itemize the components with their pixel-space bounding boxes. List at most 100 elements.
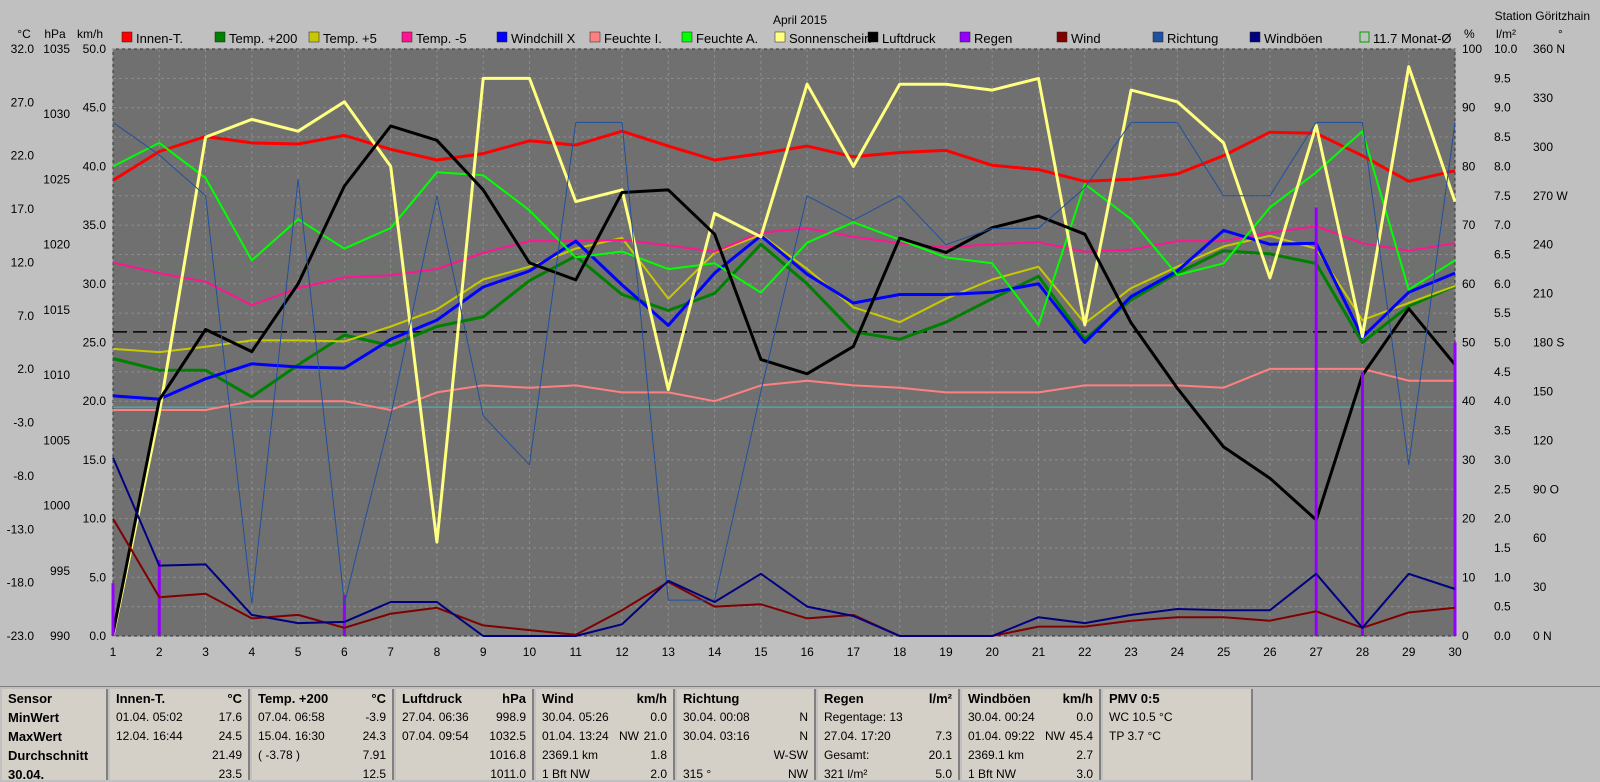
temp-tick-label: -13.0 bbox=[7, 522, 35, 536]
panel-title: Richtung bbox=[683, 691, 740, 706]
row-time: 30.04. 00:24 bbox=[968, 710, 1035, 724]
temp-tick-label: -23.0 bbox=[7, 629, 35, 643]
row-value: 1032.5 bbox=[489, 729, 526, 743]
row-value: 5.0 bbox=[935, 767, 952, 780]
panel-header: Regen l/m² bbox=[824, 689, 952, 708]
wind-tick-label: 50.0 bbox=[83, 42, 107, 56]
humidity-tick-label: 100 bbox=[1462, 42, 1482, 56]
wind-tick-label: 0.0 bbox=[89, 629, 106, 643]
row-time: 2369.1 km bbox=[542, 748, 599, 762]
pressure-tick-label: 1030 bbox=[43, 107, 70, 121]
direction-tick-label: 0 N bbox=[1533, 629, 1552, 643]
panel-header: Innen-T. °C bbox=[116, 689, 242, 708]
row-time: Gesamt: bbox=[824, 748, 870, 762]
panel-row: WC 10.5 °C bbox=[1109, 708, 1245, 727]
rain-tick-label: 2.0 bbox=[1494, 512, 1511, 526]
rain-tick-label: 0.5 bbox=[1494, 600, 1511, 614]
panel-boeen: Windböen km/h 30.04. 00:24 0.0 01.04. 09:22 N… bbox=[962, 689, 1101, 780]
x-tick-label: 16 bbox=[800, 645, 814, 659]
row-label-max: MaxWert bbox=[8, 729, 62, 744]
legend-swatch bbox=[867, 31, 879, 43]
weather-chart: 32.0 27.0 22.0 17.0 12.0 7.0 2.0 -3.0 -8.0 -13.0-… bbox=[6, 9, 1590, 659]
wind-tick-label: 30.0 bbox=[83, 277, 107, 291]
panel-row bbox=[1109, 746, 1245, 765]
row-time: 01.04. 05:02 bbox=[116, 710, 183, 724]
row-time: 30.04. 00:08 bbox=[683, 710, 750, 724]
x-tick-label: 1 bbox=[110, 645, 117, 659]
series-windchill-x bbox=[112, 228, 1456, 401]
series-luftdruck bbox=[111, 124, 1457, 634]
panel-row: 23.5 bbox=[116, 765, 242, 780]
panel-header: PMV 0:5 bbox=[1109, 689, 1245, 708]
x-tick-label: 30 bbox=[1448, 645, 1462, 659]
legend-label: Windböen bbox=[1264, 31, 1323, 46]
rain-tick-label: 7.0 bbox=[1494, 218, 1511, 232]
x-tick-label: 27 bbox=[1309, 645, 1323, 659]
rain-tick-label: 3.0 bbox=[1494, 453, 1511, 467]
statistics-bar: Sensor MinWert MaxWert Durchschnitt 30.0… bbox=[0, 686, 1600, 782]
panel-row: 30.04. 00:08 N bbox=[683, 708, 808, 727]
x-tick-label: 22 bbox=[1078, 645, 1092, 659]
rain-tick-label: 6.5 bbox=[1494, 247, 1511, 261]
direction-tick-label: 150 bbox=[1533, 384, 1553, 398]
legend-label: Innen-T. bbox=[136, 31, 183, 46]
legend-swatch bbox=[401, 31, 413, 43]
series-line bbox=[111, 124, 1457, 634]
rain-tick-label: 1.5 bbox=[1494, 541, 1511, 555]
series-line bbox=[112, 121, 1456, 604]
x-tick-label: 10 bbox=[523, 645, 537, 659]
series-line bbox=[112, 228, 1456, 401]
humidity-tick-label: 10 bbox=[1462, 570, 1476, 584]
row-value: 7.91 bbox=[362, 748, 386, 762]
x-tick-label: 25 bbox=[1217, 645, 1231, 659]
row-time: 315 ° bbox=[683, 767, 712, 780]
series-richtung bbox=[112, 121, 1456, 604]
series-sonnenschein bbox=[111, 65, 1457, 637]
row-time: 12.04. 16:44 bbox=[116, 729, 183, 743]
panel-row: 27.04. 17:20 7.3 bbox=[824, 727, 952, 746]
panel-title: Wind bbox=[542, 691, 574, 706]
series-innen-t- bbox=[112, 129, 1456, 183]
rain-tick-label: 7.5 bbox=[1494, 189, 1511, 203]
panel-row: 2369.1 km 2.7 bbox=[968, 746, 1093, 765]
panel-druck: Luftdruck hPa 27.04. 06:36 998.9 07.04. 09:5… bbox=[396, 689, 534, 780]
x-tick-label: 6 bbox=[341, 645, 348, 659]
legend-swatch bbox=[774, 31, 786, 43]
panel-row: 30.04. 05:26 0.0 bbox=[542, 708, 667, 727]
legend-swatch bbox=[589, 31, 601, 43]
x-tick-label: 15 bbox=[754, 645, 768, 659]
temp-tick-label: -18.0 bbox=[7, 576, 35, 590]
x-tick-label: 23 bbox=[1124, 645, 1138, 659]
row-value: 21.0 bbox=[643, 729, 667, 743]
x-tick-label: 4 bbox=[248, 645, 255, 659]
rain-tick-label: 6.0 bbox=[1494, 277, 1511, 291]
panel-unit: l/m² bbox=[928, 691, 952, 706]
row-value: 12.5 bbox=[362, 767, 386, 780]
row-value: 1011.0 bbox=[490, 767, 526, 780]
panel-header: Sensor bbox=[8, 691, 53, 706]
legend-swatch bbox=[1056, 31, 1068, 43]
panel-row: 27.04. 06:36 998.9 bbox=[402, 708, 526, 727]
legend-label: Feuchte I. bbox=[604, 31, 662, 46]
panel-row: 1011.0 bbox=[402, 765, 526, 780]
legend-label: Feuchte A. bbox=[696, 31, 758, 46]
panel-title: Temp. +200 bbox=[258, 691, 329, 706]
row-value: NW bbox=[788, 767, 808, 780]
panel-row: 21.49 bbox=[116, 746, 242, 765]
panel-row: 30.04. 00:24 0.0 bbox=[968, 708, 1093, 727]
humidity-tick-label: 40 bbox=[1462, 394, 1476, 408]
panel-row: 15.04. 16:30 24.3 bbox=[258, 727, 386, 746]
pressure-tick-label: 1010 bbox=[43, 368, 70, 382]
legend-swatch bbox=[496, 31, 508, 43]
panel-row: 321 l/m² 5.0 bbox=[824, 765, 952, 780]
row-dir: NW bbox=[619, 729, 639, 743]
panel-row: 1016.8 bbox=[402, 746, 526, 765]
panel-row: Gesamt: 20.1 bbox=[824, 746, 952, 765]
rain-tick-label: 2.5 bbox=[1494, 482, 1511, 496]
panel-row: Regentage: 13 bbox=[824, 708, 952, 727]
humidity-tick-label: 30 bbox=[1462, 453, 1476, 467]
direction-tick-label: 270 W bbox=[1533, 189, 1568, 203]
series-line bbox=[112, 130, 1456, 326]
series-temp-5 bbox=[112, 225, 1456, 307]
panel-unit: km/h bbox=[1062, 691, 1093, 706]
